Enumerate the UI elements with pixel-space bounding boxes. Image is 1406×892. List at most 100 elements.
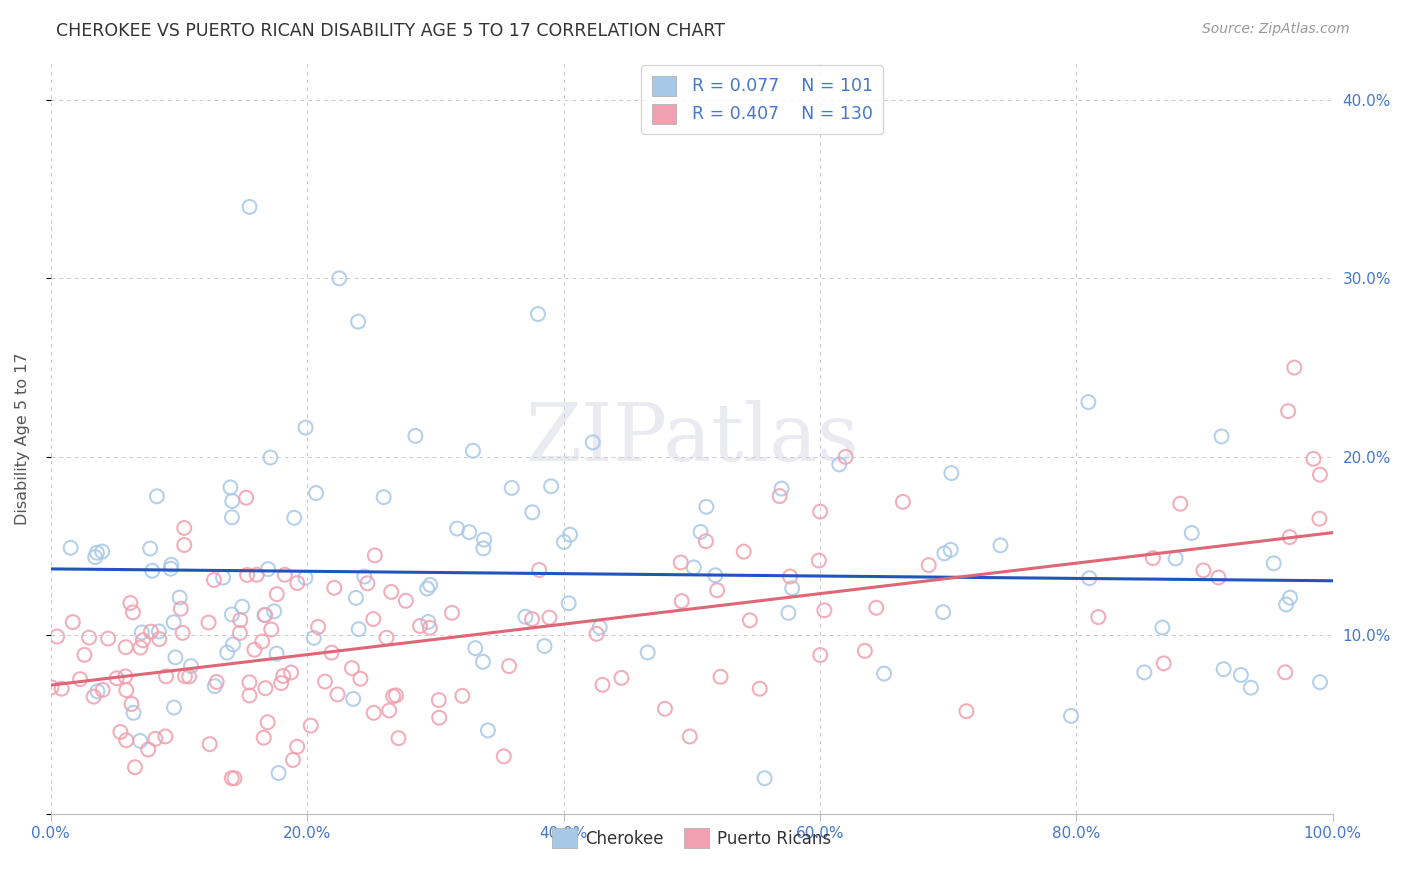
Point — [77, 631, 100, 645]
Point — [314, 674, 336, 689]
Point — [285, 739, 308, 754]
Point — [159, 562, 181, 576]
Point — [1240, 681, 1263, 695]
Point — [492, 749, 515, 764]
Point — [356, 576, 378, 591]
Point — [1279, 591, 1302, 605]
Point — [427, 711, 450, 725]
Point — [236, 568, 259, 582]
Point — [689, 524, 711, 539]
Point — [416, 582, 439, 596]
Point — [160, 558, 183, 572]
Point — [253, 607, 276, 622]
Point — [1275, 598, 1298, 612]
Point — [754, 771, 776, 785]
Point — [115, 683, 138, 698]
Point — [540, 479, 562, 493]
Point — [1181, 526, 1204, 541]
Point — [461, 443, 484, 458]
Point — [1284, 360, 1306, 375]
Point — [221, 494, 243, 508]
Point — [501, 481, 523, 495]
Point — [139, 541, 162, 556]
Point — [941, 466, 963, 480]
Point — [1060, 709, 1083, 723]
Point — [585, 627, 607, 641]
Point — [163, 615, 186, 630]
Point — [252, 634, 274, 648]
Point — [257, 562, 280, 576]
Point — [253, 731, 276, 745]
Point — [382, 689, 405, 703]
Point — [834, 450, 856, 464]
Point — [918, 558, 941, 573]
Point — [1152, 621, 1174, 635]
Point — [163, 700, 186, 714]
Point — [1153, 657, 1175, 671]
Point — [256, 715, 278, 730]
Point — [387, 731, 409, 746]
Point — [349, 672, 371, 686]
Point — [1302, 451, 1324, 466]
Point — [238, 689, 260, 703]
Point — [205, 675, 228, 690]
Point — [246, 567, 269, 582]
Point — [114, 669, 136, 683]
Point — [553, 535, 575, 549]
Point — [323, 581, 346, 595]
Point — [129, 640, 152, 655]
Point — [86, 684, 108, 698]
Point — [654, 702, 676, 716]
Point — [344, 591, 367, 605]
Point — [404, 429, 426, 443]
Point — [533, 639, 555, 653]
Point — [589, 620, 612, 634]
Point — [865, 600, 887, 615]
Point — [1168, 497, 1191, 511]
Point — [62, 615, 84, 629]
Point — [46, 630, 69, 644]
Point — [83, 690, 105, 704]
Point — [1277, 404, 1299, 418]
Point — [174, 669, 197, 683]
Point — [828, 458, 851, 472]
Point — [385, 689, 408, 703]
Point — [538, 610, 561, 624]
Point — [299, 718, 322, 732]
Point — [155, 730, 177, 744]
Point — [1309, 467, 1331, 482]
Point — [148, 624, 170, 639]
Point — [353, 569, 375, 583]
Point — [259, 450, 281, 465]
Point — [197, 615, 219, 630]
Point — [217, 646, 239, 660]
Point — [1208, 570, 1230, 584]
Point — [778, 606, 800, 620]
Y-axis label: Disability Age 5 to 17: Disability Age 5 to 17 — [15, 352, 30, 525]
Point — [169, 591, 191, 605]
Point — [704, 568, 727, 582]
Point — [1211, 429, 1233, 443]
Point — [813, 603, 835, 617]
Point — [110, 725, 132, 739]
Point — [231, 599, 253, 614]
Point — [121, 697, 143, 711]
Text: CHEROKEE VS PUERTO RICAN DISABILITY AGE 5 TO 17 CORRELATION CHART: CHEROKEE VS PUERTO RICAN DISABILITY AGE … — [56, 22, 725, 40]
Point — [464, 641, 486, 656]
Point — [294, 571, 316, 585]
Point — [254, 608, 277, 623]
Point — [1212, 662, 1234, 676]
Point — [198, 737, 221, 751]
Point — [155, 669, 177, 683]
Point — [221, 771, 243, 785]
Point — [1078, 571, 1101, 585]
Point — [143, 731, 166, 746]
Point — [172, 625, 194, 640]
Point — [347, 315, 370, 329]
Point — [267, 766, 290, 780]
Point — [270, 676, 292, 690]
Point — [271, 669, 294, 683]
Point — [934, 546, 956, 560]
Point — [527, 563, 550, 577]
Point — [770, 482, 793, 496]
